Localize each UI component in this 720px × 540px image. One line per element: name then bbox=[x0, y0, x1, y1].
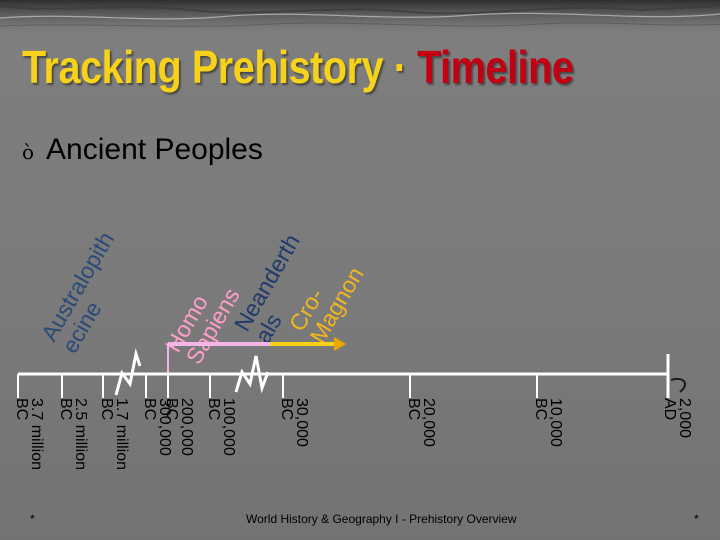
species-label-cro-magnon: Cro- Magnon bbox=[284, 263, 369, 348]
zigzag-break-icon bbox=[234, 355, 270, 394]
page-title: Tracking Prehistory · Timeline bbox=[22, 40, 574, 94]
tick-label: 100,000BC bbox=[205, 398, 237, 456]
bullet-item: ò Ancient Peoples bbox=[22, 133, 263, 167]
zigzag-break-icon bbox=[114, 348, 142, 396]
cro-magnon-range-arrow bbox=[334, 337, 346, 351]
footer-right-marker: * bbox=[694, 512, 699, 526]
tick-label: 1.7 millionBC bbox=[98, 398, 130, 470]
tick-label: 10,000BC bbox=[532, 398, 564, 447]
tick-label: 30,000BC bbox=[278, 398, 310, 447]
title-part1: Tracking Prehistory · bbox=[22, 41, 418, 93]
tick-label: 200,000BC bbox=[163, 398, 195, 456]
bullet-text: Ancient Peoples bbox=[46, 133, 263, 166]
tick-label: 300,000BC bbox=[141, 398, 173, 456]
flag-marker-icon bbox=[666, 354, 686, 398]
tick-label: 2,000AD bbox=[661, 398, 693, 438]
footer-left-marker: * bbox=[30, 512, 35, 526]
tick-label: 2.5 millionBC bbox=[57, 398, 89, 470]
tick-label: 3.7 millionBC bbox=[13, 398, 45, 470]
species-label-australopithecine: Australopith ecine bbox=[36, 227, 119, 357]
title-part2: Timeline bbox=[417, 41, 574, 93]
tick-label: 20,000BC bbox=[405, 398, 437, 447]
bullet-icon: ò bbox=[22, 140, 35, 164]
footer-title: World History & Geography I - Prehistory… bbox=[246, 512, 517, 526]
